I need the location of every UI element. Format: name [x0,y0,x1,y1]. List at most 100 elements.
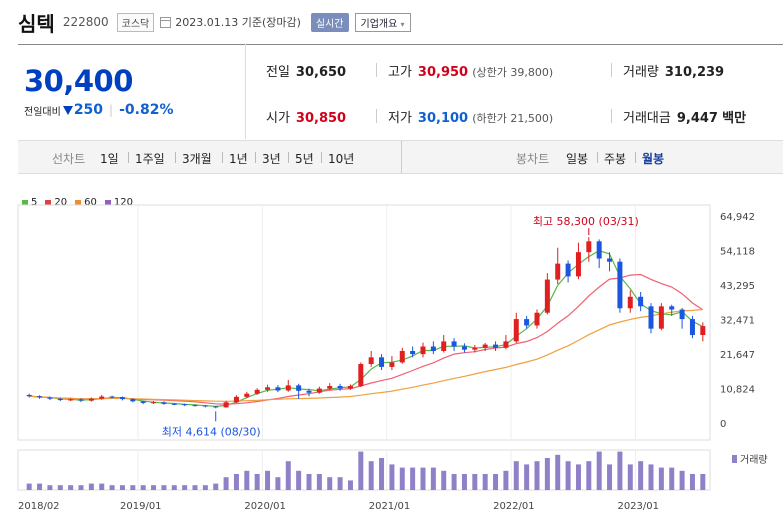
low-annotation: 최저 4,614 (08/30) [162,425,261,438]
candle-body [327,386,333,389]
period-1y[interactable]: 1년 [229,152,248,166]
y-tick-label: 10,824 [720,384,755,395]
base-date: 2023.01.13 기준(장마감) [175,16,301,29]
volume: 거래량 310,239 [623,61,724,80]
low-price: 저가 30,100 (하한가 21,500) [388,107,553,126]
period-3y[interactable]: 3년 [262,152,281,166]
prev-close-value: 30,650 [295,65,347,80]
candle-body [627,296,633,309]
volume-bar [358,451,364,490]
volume-legend-label: 거래량 [740,454,768,466]
volume-bar [617,451,623,490]
candle-body [461,346,467,350]
volume-bar [700,474,706,490]
volume-bar [244,470,250,490]
price-box: 30,400 전일대비 250 | -0.82% [18,44,246,139]
stock-code: 222800 [62,15,109,29]
ma5-line [29,250,704,408]
change-label: 전일대비 [24,106,61,118]
candle-body [161,402,167,404]
volume-bar [368,461,374,490]
period-10y[interactable]: 10년 [328,152,355,166]
legend-item[interactable]: 60 [75,197,97,208]
candle-body [337,386,343,389]
candle-daily[interactable]: 일봉 [566,152,589,166]
candle-body [99,396,105,399]
y-tick-label: 54,118 [720,247,755,258]
candle-body [119,397,125,400]
chevron-down-icon: ▾ [400,19,405,29]
volume-bar [555,454,561,490]
volume-bar [265,470,271,490]
volume-bar [337,477,343,490]
divider [128,152,129,163]
divider [376,109,377,123]
y-tick-label: 32,471 [720,316,755,327]
legend-item[interactable]: 20 [45,197,67,208]
candle-body [202,405,208,407]
volume-bar [575,464,581,490]
candle-monthly[interactable]: 월봉 [642,152,665,166]
legend-swatch [45,199,52,206]
period-5y[interactable]: 5년 [295,152,314,166]
volume-bar [192,485,198,490]
candle-body [254,389,260,394]
candle-body [265,387,271,390]
volume-bar [161,485,167,490]
candle-weekly[interactable]: 주봉 [604,152,627,166]
volume-bar [399,467,405,490]
period-1w[interactable]: 1주일 [135,152,165,166]
candle-body [244,393,250,397]
legend-swatch [104,199,111,206]
volume-bar [68,485,74,490]
candle-body [524,319,530,326]
candle-body [399,350,405,363]
candle-body [296,385,302,391]
legend-item[interactable]: 120 [104,197,133,208]
y-tick-label: 0 [720,419,726,430]
low-value: 30,100 [417,111,469,126]
volume-bar [182,485,188,490]
candle-body [503,341,509,348]
legend-label: 60 [84,197,97,208]
line-chart-label: 선차트 [52,152,86,166]
prev-close-label: 전일 [266,65,290,80]
trade-amount: 거래대금 9,447 백만 [623,107,746,126]
period-3m[interactable]: 3개월 [182,152,212,166]
candle-chart-label: 봉차트 [516,152,550,166]
period-1d[interactable]: 1일 [100,152,119,166]
company-overview-dropdown[interactable]: 기업개요 ▾ [354,12,411,32]
candle-body [472,347,478,350]
chart-legend: 5 20 60 120 [22,197,141,208]
volume-bar [223,477,229,490]
realtime-button[interactable]: 실시간 [310,12,349,32]
legend-label: 5 [31,197,38,208]
stats-grid: 전일 30,650 고가 30,950 (상한가 39,800) 거래량 310,23… [246,44,783,139]
volume-bar [78,485,84,490]
candle-body [420,346,426,355]
candle-body [689,319,695,336]
legend-swatch [22,199,28,206]
volume-bar [689,474,695,490]
top-divider [18,44,783,45]
x-tick-label: 2021/01 [369,501,411,512]
volume-bar [420,467,426,490]
legend-item[interactable]: 5 [22,197,37,208]
open-label: 시가 [266,111,290,126]
divider [376,63,377,77]
candle-body [565,263,571,277]
volume-legend-swatch [732,455,737,463]
divider [255,152,256,163]
down-arrow-icon [62,105,73,115]
volume-bar [26,483,32,490]
volume-bar [410,467,416,490]
candle-body [607,258,613,262]
candle-body [658,306,664,329]
amount-label: 거래대금 [623,111,671,126]
y-tick-label: 64,942 [720,212,755,223]
volume-bar [99,483,105,490]
y-tick-label: 43,295 [720,281,755,292]
stock-name[interactable]: 심텍 [18,11,55,36]
